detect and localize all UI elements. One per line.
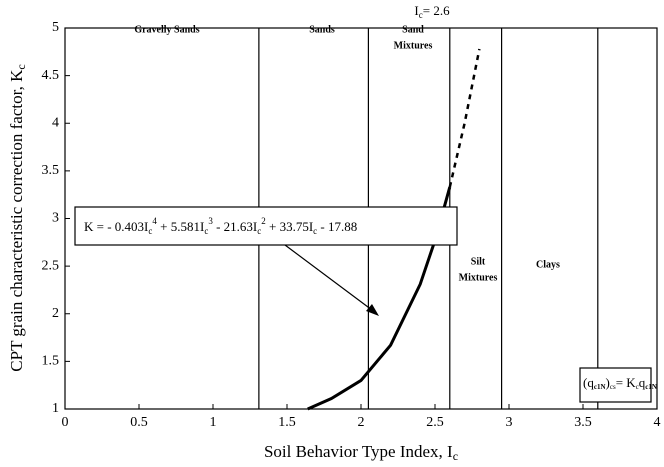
eq-sub: c: [313, 226, 317, 236]
zone-label: Silt: [471, 256, 486, 267]
formula-sub: cs: [610, 383, 616, 391]
eq-part: + 33.75I: [266, 219, 313, 234]
zone-label: Mixtures: [459, 272, 498, 283]
x-tick-label: 0: [62, 415, 69, 430]
label-part: = 2.6: [423, 3, 450, 18]
eq-part: + 5.581I: [157, 219, 204, 234]
formula-box: [579, 367, 652, 403]
y-tick-label: 2.5: [42, 258, 60, 273]
formula-part: (q: [583, 375, 594, 390]
eq-sup: 4: [152, 216, 157, 226]
formula-part: = K: [616, 375, 637, 390]
x-tick-label: 3.5: [574, 415, 592, 430]
eq-sub: c: [148, 226, 152, 236]
zone-label: Sand: [402, 24, 424, 35]
y-tick-label: 1.5: [42, 354, 60, 369]
x-tick-label: 0.5: [130, 415, 148, 430]
eq-sup: 2: [261, 216, 266, 226]
arrow-head: [366, 304, 379, 316]
y-tick-label: 4.5: [42, 68, 60, 83]
zone-label: Mixtures: [394, 40, 433, 51]
zone-label: Gravelly Sands: [134, 24, 199, 35]
formula-sub: c: [636, 383, 639, 391]
formula-part: ): [606, 375, 610, 390]
curve: [448, 48, 481, 188]
eq-part: - 17.88: [317, 219, 357, 234]
x-tick-label: 1.5: [278, 415, 296, 430]
equation-box: [74, 206, 458, 246]
equation: K = - 0.403Ic4 + 5.581Ic3 - 21.63Ic2 + 3…: [84, 216, 357, 236]
x-tick-label: 1: [210, 415, 217, 430]
label-sub: c: [419, 10, 423, 20]
y-axis-label-main: CPT grain characteristic correction fact…: [7, 69, 26, 372]
y-tick-label: 5: [52, 20, 59, 35]
arrow-line: [284, 244, 377, 314]
zone-label: Sands: [309, 24, 335, 35]
y-tick-label: 3: [52, 211, 59, 226]
x-tick-label: 3: [506, 415, 513, 430]
formula-part: q: [639, 375, 646, 390]
zone-label: Clays: [536, 259, 560, 270]
y-axis-label: CPT grain characteristic correction fact…: [7, 64, 28, 371]
eq-part: K = - 0.403I: [84, 219, 148, 234]
eq-sub: c: [257, 226, 261, 236]
y-tick-label: 4: [52, 115, 59, 130]
x-axis-label-main: Soil Behavior Type Index, I: [264, 442, 453, 461]
y-tick-label: 1: [52, 401, 59, 416]
y-tick-label: 3.5: [42, 163, 60, 178]
formula-sub: c1N: [594, 383, 606, 391]
x-axis-label-sub: c: [453, 449, 458, 463]
x-tick-label: 2.5: [426, 415, 444, 430]
x-tick-label: 4: [654, 415, 661, 430]
y-axis-label-sub: c: [14, 64, 28, 69]
x-tick-label: 2: [358, 415, 365, 430]
eq-sup: 3: [208, 216, 213, 226]
formula-sub: c1N: [645, 383, 657, 391]
boundary-label: Ic= 2.6: [414, 3, 450, 20]
label-part: I: [414, 3, 418, 18]
formula: (qc1N)cs= Kcqc1N: [583, 375, 657, 391]
x-axis-label: Soil Behavior Type Index, Ic: [264, 442, 458, 463]
eq-sub: c: [204, 226, 208, 236]
y-tick-label: 2: [52, 306, 59, 321]
eq-part: - 21.63I: [213, 219, 257, 234]
